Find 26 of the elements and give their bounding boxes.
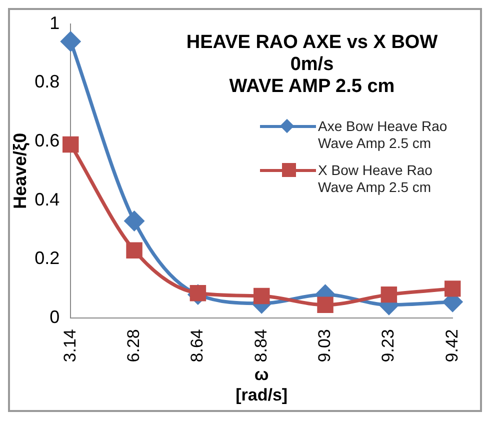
point [124,211,144,231]
x-tick-label: 3.14 [60,329,80,362]
x-tick-label: 8.64 [188,329,207,362]
point [62,136,79,153]
point [317,296,334,313]
x-tick-label: 9.23 [378,329,398,362]
point [444,280,461,297]
point [126,242,142,259]
x-tick-label: 9.03 [314,329,334,362]
y-tick-label: 1 [50,12,60,33]
legend-label: Axe Bow Heave Rao Wave Amp 2.5 cm [318,118,448,152]
point [254,288,270,304]
y-tick-label: 0.6 [34,130,60,150]
x-tick-label: 9.42 [442,329,462,362]
y-tick-label: 0.2 [34,248,60,268]
y-axis-title: Heave/ξ0 [10,132,30,209]
y-tick-label: 0.8 [34,72,60,92]
x-tick-label: 6.28 [124,329,143,362]
point [380,286,398,303]
y-tick-label: 0.4 [34,189,60,210]
y-tick-label: 0 [50,307,60,328]
x-axis-title: ω [rad/s] [236,365,288,404]
legend-label: X Bow Heave Rao Wave Amp 2.5 cm [318,162,434,196]
point [60,32,80,52]
x-tick-label: 8.84 [251,329,270,362]
text: HEAVE RAO AXE vs X BOW 0m/s WAVE AMP 2.5 cm [185,32,439,98]
